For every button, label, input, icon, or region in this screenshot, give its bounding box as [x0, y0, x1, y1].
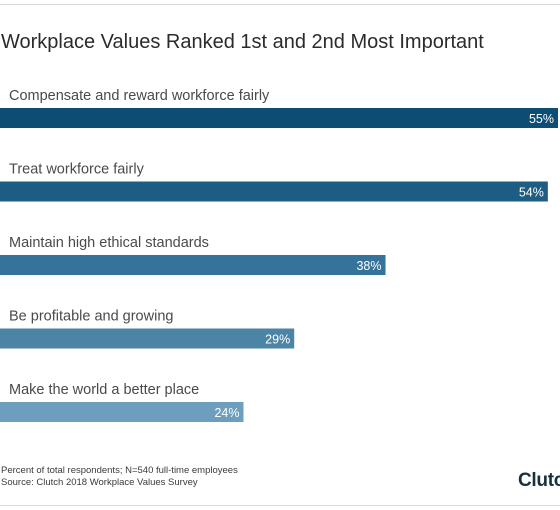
brand-logo: Clutch	[518, 470, 560, 491]
bar-value-label: 29%	[265, 333, 290, 347]
bar-value-label: 55%	[529, 112, 554, 126]
bar	[0, 181, 548, 202]
bar	[0, 402, 244, 422]
bar	[0, 108, 558, 128]
category-label: Maintain high ethical standards	[9, 235, 209, 251]
bar-value-label: 38%	[356, 259, 381, 273]
bar-value-label: 24%	[214, 406, 239, 420]
category-label: Be profitable and growing	[9, 309, 173, 325]
bar	[0, 255, 386, 275]
category-label: Compensate and reward workforce fairly	[9, 88, 270, 104]
footnote-respondents: Percent of total respondents; N=540 full…	[1, 465, 238, 476]
footnote-source: Source: Clutch 2018 Workplace Values Sur…	[1, 477, 198, 488]
bar-value-label: 54%	[519, 186, 544, 200]
category-label: Treat workforce fairly	[9, 162, 145, 178]
bottom-divider	[0, 505, 560, 506]
bar	[0, 328, 295, 349]
bar-chart: Compensate and reward workforce fairly 55…	[0, 88, 558, 422]
footnote: Percent of total respondents; N=540 full…	[1, 465, 238, 489]
chart-title: Workplace Values Ranked 1st and 2nd Most…	[1, 31, 484, 53]
category-label: Make the world a better place	[9, 382, 199, 398]
top-divider	[0, 4, 560, 5]
